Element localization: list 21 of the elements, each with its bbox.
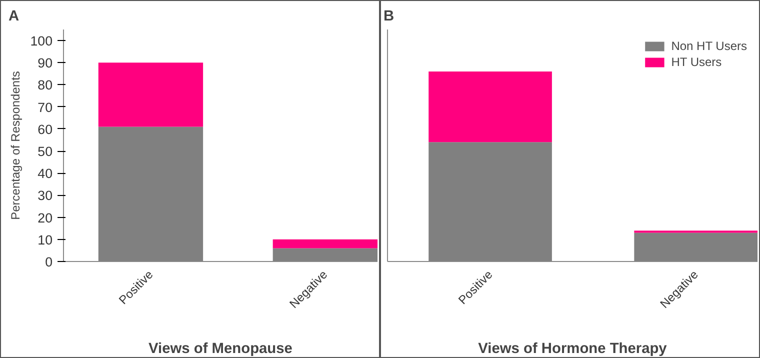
y-tick-label: 90 [38, 56, 53, 71]
chart-title: B [384, 8, 394, 24]
y-tick-label: 80 [38, 78, 53, 93]
bar [272, 239, 378, 248]
y-tick-label: 40 [38, 166, 53, 182]
y-tick-label: 60 [38, 122, 53, 137]
y-tick-label: 100 [30, 34, 53, 49]
legend-label: HT Users [671, 55, 722, 69]
bar [98, 62, 204, 127]
legend-label: Non HT Users [671, 39, 747, 53]
y-tick-label: 30 [38, 188, 53, 204]
y-tick-label: 50 [38, 144, 53, 160]
x-axis-title: Views of Hormone Therapy [478, 340, 668, 357]
y-tick-label: 0 [45, 254, 53, 270]
bar [428, 71, 552, 142]
chart-title: A [8, 8, 20, 24]
y-tick-label: 20 [38, 210, 53, 226]
y-tick-label: 10 [38, 232, 53, 248]
y-axis-title: Percentage of Respondents [8, 71, 22, 220]
x-axis-title: Views of Menopause [148, 340, 292, 357]
y-tick-label: 70 [38, 100, 53, 115]
